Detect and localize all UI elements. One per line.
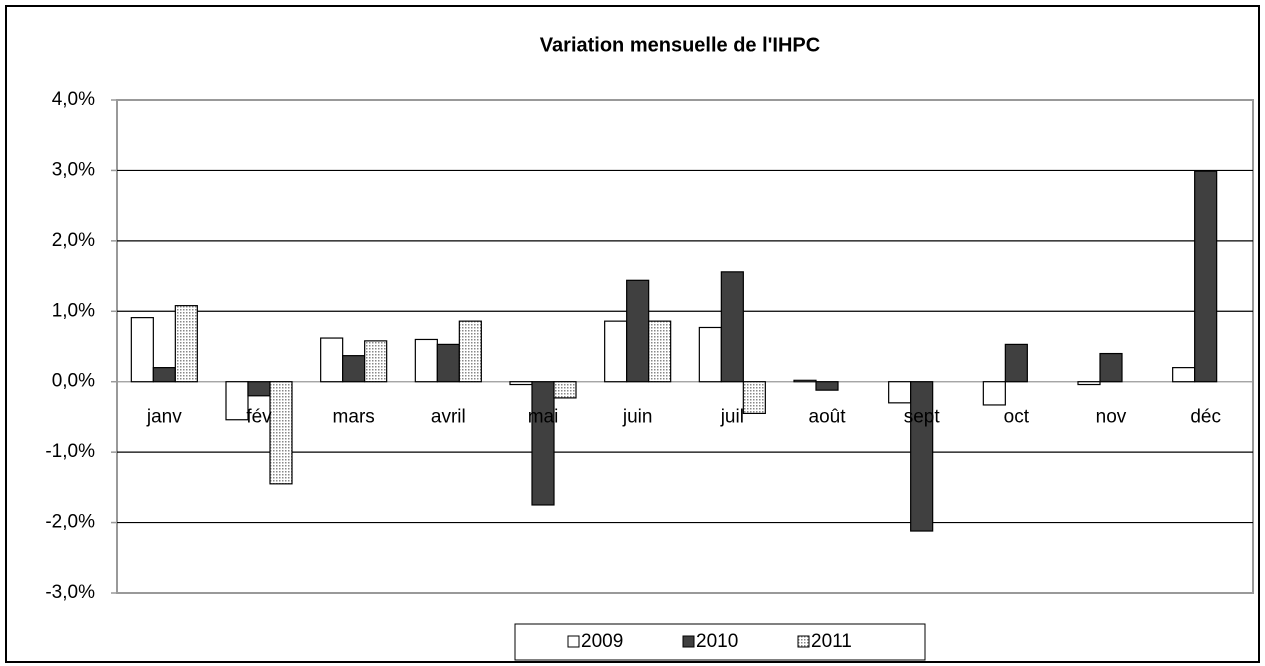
legend-swatch: [567, 635, 580, 648]
x-tick-label: sept: [904, 407, 941, 428]
bar: [648, 320, 672, 383]
bar: [342, 355, 366, 383]
bar: [910, 381, 934, 532]
y-tick-label: 0,0%: [52, 371, 95, 392]
bar: [742, 381, 766, 415]
x-tick-label: déc: [1190, 407, 1221, 428]
x-tick-label: avril: [431, 407, 466, 428]
bar: [982, 381, 1006, 406]
y-tick-label: 3,0%: [52, 159, 95, 180]
bar: [604, 320, 628, 383]
x-tick-label: juin: [622, 407, 653, 428]
x-tick-label: juil: [720, 407, 744, 428]
bar: [247, 381, 271, 397]
bar: [130, 317, 154, 383]
legend-label: 2010: [696, 631, 738, 652]
legend-swatch: [682, 635, 695, 648]
y-tick-label: -2,0%: [45, 512, 95, 533]
y-tick-label: -3,0%: [45, 582, 95, 603]
legend-swatch: [797, 635, 810, 648]
bar: [364, 340, 388, 383]
bar: [1194, 170, 1218, 383]
y-tick-label: 2,0%: [52, 230, 95, 251]
bar: [626, 279, 650, 383]
bar: [1172, 367, 1196, 383]
plot-area: [116, 99, 1254, 594]
x-tick-label: août: [809, 407, 847, 428]
bar: [458, 320, 482, 383]
legend: [514, 623, 926, 661]
bar: [720, 271, 744, 383]
bar: [888, 381, 912, 404]
bar: [698, 326, 722, 383]
bar: [152, 367, 176, 383]
bar: [793, 379, 817, 383]
bar: [1099, 352, 1123, 383]
x-tick-label: mars: [333, 407, 375, 428]
chart-title: Variation mensuelle de l'IHPC: [540, 34, 820, 56]
bar: [1077, 381, 1101, 386]
x-tick-label: fév: [246, 407, 272, 428]
bar: [225, 381, 249, 421]
bar: [815, 381, 839, 391]
bar: [414, 338, 438, 383]
legend-label: 2011: [811, 631, 852, 652]
y-tick-label: 1,0%: [52, 300, 95, 321]
x-tick-label: janv: [146, 407, 182, 428]
bar: [436, 343, 460, 383]
y-tick-label: -1,0%: [45, 441, 95, 462]
bar: [531, 381, 555, 506]
bar: [269, 381, 293, 485]
legend-label: 2009: [581, 631, 623, 652]
bar: [320, 337, 344, 383]
bar: [509, 381, 533, 386]
bar: [174, 305, 198, 383]
x-tick-label: oct: [1004, 407, 1030, 428]
x-tick-label: nov: [1096, 407, 1127, 428]
x-tick-label: mai: [528, 407, 559, 428]
bar: [1004, 343, 1028, 383]
bar: [553, 381, 577, 399]
y-tick-label: 4,0%: [52, 89, 95, 110]
